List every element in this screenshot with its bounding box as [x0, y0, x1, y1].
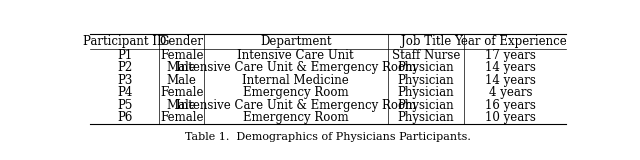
Text: Emergency Room: Emergency Room — [243, 111, 349, 124]
Text: Staff Nurse: Staff Nurse — [392, 49, 460, 62]
Text: Table 1.  Demographics of Physicians Participants.: Table 1. Demographics of Physicians Part… — [185, 132, 471, 142]
Text: Male: Male — [167, 74, 196, 87]
Text: 14 years: 14 years — [485, 74, 536, 87]
Text: P4: P4 — [117, 86, 132, 99]
Text: P6: P6 — [117, 111, 132, 124]
Text: 10 years: 10 years — [485, 111, 536, 124]
Text: P2: P2 — [117, 61, 132, 74]
Text: P1: P1 — [117, 49, 132, 62]
Text: Job Title: Job Title — [401, 35, 451, 48]
Text: Physician: Physician — [397, 74, 454, 87]
Text: Female: Female — [160, 86, 204, 99]
Text: Physician: Physician — [397, 111, 454, 124]
Text: P5: P5 — [117, 99, 132, 112]
Text: 17 years: 17 years — [485, 49, 536, 62]
Text: Internal Medicine: Internal Medicine — [243, 74, 349, 87]
Text: P3: P3 — [117, 74, 132, 87]
Text: Male: Male — [167, 61, 196, 74]
Text: Physician: Physician — [397, 86, 454, 99]
Text: Female: Female — [160, 49, 204, 62]
Text: Physician: Physician — [397, 61, 454, 74]
Text: Female: Female — [160, 111, 204, 124]
Text: Participant ID: Participant ID — [83, 35, 166, 48]
Text: Intensive Care Unit & Emergency Room: Intensive Care Unit & Emergency Room — [175, 61, 416, 74]
Text: Intensive Care Unit & Emergency Room: Intensive Care Unit & Emergency Room — [175, 99, 416, 112]
Text: Emergency Room: Emergency Room — [243, 86, 349, 99]
Text: Physician: Physician — [397, 99, 454, 112]
Text: Intensive Care Unit: Intensive Care Unit — [237, 49, 354, 62]
Text: Department: Department — [260, 35, 332, 48]
Text: 14 years: 14 years — [485, 61, 536, 74]
Text: 16 years: 16 years — [485, 99, 536, 112]
Text: Male: Male — [167, 99, 196, 112]
Text: Year of Experience: Year of Experience — [454, 35, 566, 48]
Text: 4 years: 4 years — [488, 86, 532, 99]
Text: Gender: Gender — [160, 35, 204, 48]
